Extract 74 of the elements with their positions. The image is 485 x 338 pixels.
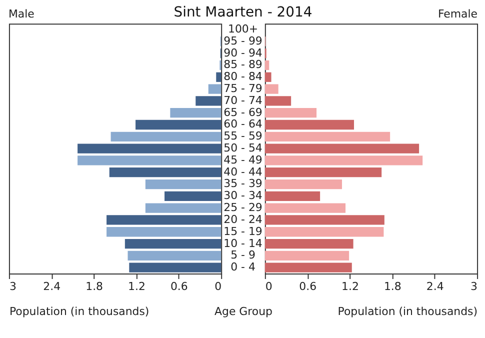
y-tick-label: 50 - 54 bbox=[224, 142, 262, 155]
text: Female bbox=[438, 8, 478, 21]
text: Male bbox=[8, 8, 35, 21]
bar bbox=[264, 227, 384, 237]
bar bbox=[264, 72, 272, 82]
bar bbox=[264, 108, 317, 118]
bar bbox=[136, 120, 222, 130]
x-axis-title: Population (in thousands) bbox=[338, 304, 478, 318]
bar bbox=[106, 227, 222, 237]
bar bbox=[170, 108, 222, 118]
x-tick-label: 0 bbox=[214, 280, 222, 293]
y-tick-label: 30 - 34 bbox=[224, 189, 262, 202]
bar bbox=[264, 120, 354, 130]
bar bbox=[110, 132, 222, 142]
bar bbox=[78, 144, 222, 154]
bar bbox=[145, 203, 222, 213]
bar bbox=[264, 262, 352, 272]
y-tick-label: 75 - 79 bbox=[224, 82, 262, 96]
y-tick-label: 60 - 64 bbox=[224, 118, 262, 131]
y-tick-label: 70 - 74 bbox=[224, 94, 262, 107]
bar bbox=[264, 144, 420, 154]
y-tick-label: 20 - 24 bbox=[224, 212, 262, 226]
x-tick-label: 0.6 bbox=[299, 280, 317, 293]
bar bbox=[264, 191, 320, 201]
bar bbox=[264, 250, 350, 260]
x-tick-label: 1.2 bbox=[128, 280, 146, 293]
x-tick-label: 1.2 bbox=[342, 280, 359, 293]
y-tick-label: 40 - 44 bbox=[224, 165, 262, 178]
bar bbox=[196, 96, 222, 106]
bar bbox=[109, 168, 222, 178]
y-tick-label: 55 - 59 bbox=[224, 130, 262, 143]
y-tick-label: 80 - 84 bbox=[224, 70, 262, 84]
y-tick-label: 95 - 99 bbox=[224, 34, 262, 48]
bar bbox=[145, 179, 222, 190]
bar bbox=[264, 168, 382, 178]
bar bbox=[264, 238, 354, 249]
bar bbox=[264, 84, 278, 94]
bar bbox=[216, 72, 222, 82]
x-tick-label: 1.8 bbox=[384, 280, 402, 293]
bar bbox=[264, 156, 423, 166]
y-tick-label: 90 - 94 bbox=[224, 46, 262, 60]
x-tick-label: 1.8 bbox=[86, 280, 104, 293]
y-tick-label: 25 - 29 bbox=[224, 201, 262, 214]
y-tick-label: 85 - 89 bbox=[224, 58, 262, 72]
bar bbox=[264, 203, 346, 213]
bar bbox=[264, 96, 292, 106]
bar bbox=[128, 250, 222, 260]
y-tick-label: 15 - 19 bbox=[224, 224, 262, 238]
x-tick-label: 0.6 bbox=[170, 280, 188, 293]
x-tick-label: 2.4 bbox=[43, 280, 61, 293]
y-axis-title: Age Group bbox=[214, 304, 273, 318]
y-tick-label: 100+ bbox=[228, 22, 258, 36]
y-tick-label: 45 - 49 bbox=[224, 153, 262, 166]
bar bbox=[264, 60, 270, 70]
bar bbox=[124, 238, 222, 249]
x-tick-label: 2.4 bbox=[426, 280, 444, 293]
bar bbox=[78, 156, 222, 166]
x-axis-title: Population (in thousands) bbox=[9, 304, 150, 318]
bar bbox=[106, 215, 222, 225]
bar bbox=[264, 179, 342, 190]
bar bbox=[264, 215, 384, 225]
bar bbox=[129, 262, 222, 272]
x-tick-label: 0 bbox=[265, 280, 272, 293]
y-tick-label: 0 - 4 bbox=[230, 260, 256, 274]
y-tick-label: 5 - 9 bbox=[230, 248, 256, 262]
bar bbox=[208, 84, 222, 94]
x-tick-label: 3 bbox=[470, 280, 478, 293]
y-tick-label: 65 - 69 bbox=[224, 106, 262, 119]
chart-title: Sint Maarten - 2014 bbox=[174, 4, 312, 21]
y-tick-label: 35 - 39 bbox=[224, 177, 262, 190]
bar bbox=[164, 191, 222, 201]
y-tick-label: 10 - 14 bbox=[224, 236, 262, 250]
bar bbox=[264, 132, 390, 142]
x-tick-label: 3 bbox=[9, 280, 16, 293]
